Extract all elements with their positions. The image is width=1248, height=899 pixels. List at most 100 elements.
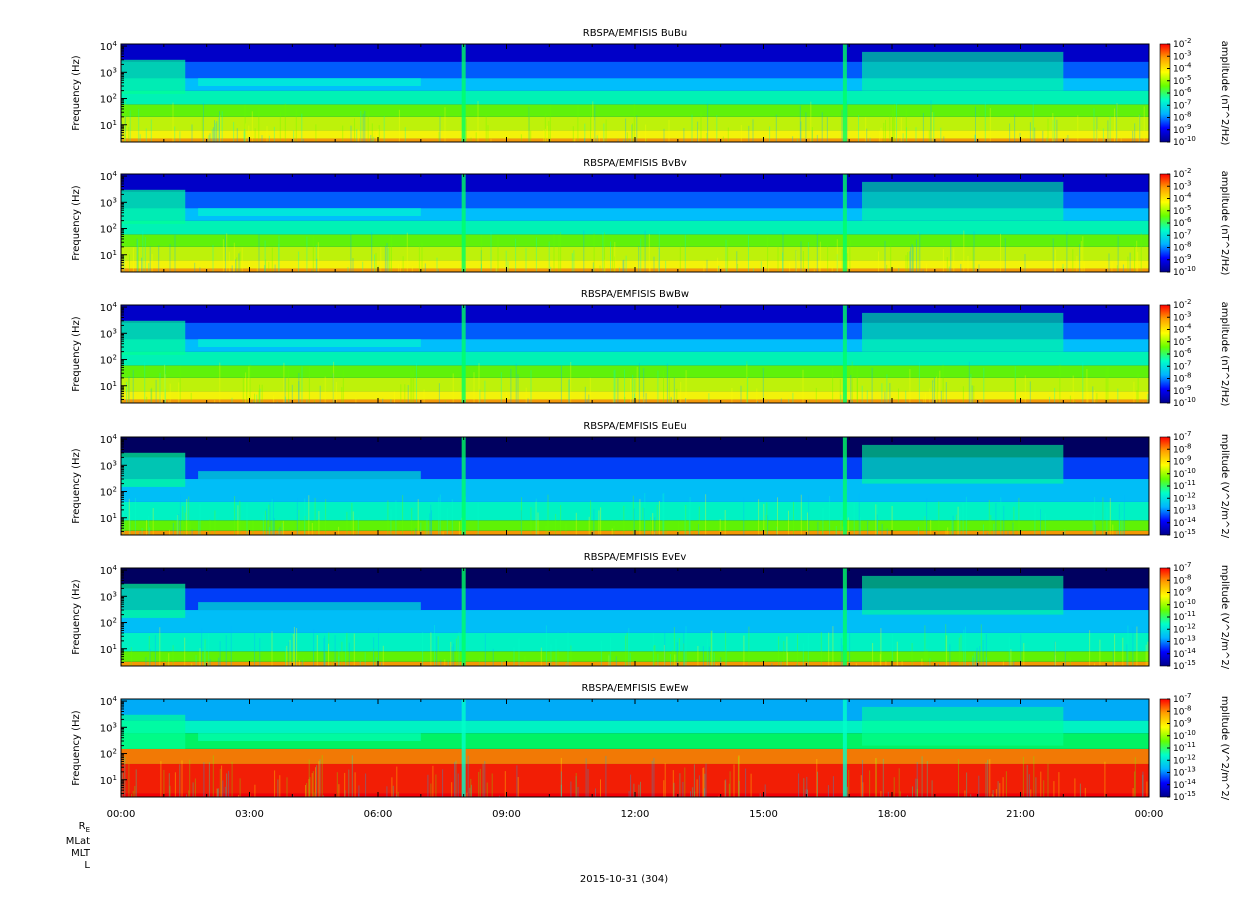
y-tick-label: 101 (100, 512, 117, 525)
colorbar-tick-label: 10-10 (1173, 598, 1196, 611)
y-tick-label: 102 (100, 354, 117, 367)
colorbar-tick-label: 10-6 (1173, 86, 1192, 99)
colorbar: 10-210-310-410-510-610-710-810-910-10 amp… (1159, 167, 1230, 278)
spectrogram-image (121, 174, 1149, 272)
time-tick-label: 00:00 (107, 809, 136, 820)
colorbar-tick-label: 10-12 (1173, 622, 1196, 635)
colorbar-tick-label: 10-10 (1173, 396, 1196, 409)
colorbar-label: amplitude (nT^2/Hz) (1219, 41, 1230, 146)
panel-3: RBSPA/EMFISIS BwBw 101 102 103 104 Frequency … (71, 289, 1230, 409)
y-tick-label: 102 (100, 486, 117, 499)
y-tick-label: 103 (100, 66, 117, 79)
colorbar: 10-710-810-910-1010-1110-1210-1310-1410-… (1159, 430, 1230, 541)
colorbar-tick-label: 10-2 (1173, 37, 1191, 50)
spectrogram-image (121, 568, 1149, 666)
panel-title: RBSPA/EMFISIS BwBw (581, 289, 689, 300)
colorbar: 10-210-310-410-510-610-710-810-910-10 amp… (1159, 37, 1230, 148)
colorbar-tick-label: 10-10 (1173, 135, 1196, 148)
time-tick-label: 12:00 (621, 809, 650, 820)
colorbar-label: mplitude (V^2/m^2/ (1219, 696, 1230, 801)
colorbar-tick-label: 10-9 (1173, 123, 1191, 136)
colorbar-tick-label: 10-14 (1173, 778, 1196, 791)
panel-title: RBSPA/EMFISIS EwEw (581, 683, 688, 694)
colorbar-tick-label: 10-7 (1173, 692, 1191, 705)
colorbar-tick-label: 10-15 (1173, 790, 1196, 803)
colorbar-tick-label: 10-11 (1173, 479, 1196, 492)
y-tick-label: 103 (100, 590, 117, 603)
colorbar-tick-label: 10-7 (1173, 228, 1191, 241)
colorbar-label: amplitude (nT^2/Hz) (1219, 302, 1230, 407)
spectrogram-image (121, 305, 1149, 403)
colorbar-tick-label: 10-10 (1173, 729, 1196, 742)
colorbar-tick-label: 10-8 (1173, 573, 1191, 586)
y-tick-label: 101 (100, 774, 117, 787)
y-tick-label: 104 (100, 40, 118, 53)
time-axis: 00:00 03:00 06:00 09:00 12:00 15:00 18:00 21:00… (107, 809, 1164, 820)
colorbar: 10-710-810-910-1010-1110-1210-1310-1410-… (1159, 692, 1230, 803)
panel-title: RBSPA/EMFISIS EuEu (583, 421, 686, 432)
ephemeris-label-mlat: MLat (65, 836, 90, 847)
colorbar-tick-label: 10-7 (1173, 98, 1191, 111)
colorbar-tick-label: 10-6 (1173, 216, 1192, 229)
panel-1: RBSPA/EMFISIS BuBu 101 102 103 104 Frequency … (71, 28, 1230, 148)
ephemeris-labels: RE MLat MLT L (40, 821, 90, 872)
colorbar-tick-label: 10-9 (1173, 253, 1191, 266)
colorbar-tick-label: 10-5 (1173, 204, 1191, 217)
colorbar-tick-label: 10-8 (1173, 704, 1191, 717)
colorbar-tick-label: 10-9 (1173, 717, 1191, 730)
y-tick-label: 101 (100, 119, 117, 132)
y-axis-label: Frequency (Hz) (71, 448, 82, 524)
colorbar-tick-label: 10-13 (1173, 504, 1196, 517)
spectrogram-image (121, 699, 1149, 797)
ephemeris-label-l: L (84, 860, 90, 871)
time-tick-label: 09:00 (492, 809, 521, 820)
y-tick-label: 103 (100, 721, 117, 734)
time-tick-label: 06:00 (364, 809, 393, 820)
time-tick-label: 03:00 (235, 809, 264, 820)
colorbar-tick-label: 10-8 (1173, 372, 1191, 385)
colorbar-tick-label: 10-14 (1173, 516, 1196, 529)
colorbar-tick-label: 10-10 (1173, 265, 1196, 278)
panel-6: RBSPA/EMFISIS EwEw 101 102 103 104 Frequency … (71, 683, 1230, 803)
colorbar-tick-label: 10-8 (1173, 111, 1191, 124)
spectrogram-image (121, 437, 1150, 535)
y-tick-label: 104 (100, 433, 118, 446)
colorbar-tick-label: 10-7 (1173, 561, 1191, 574)
colorbar: 10-710-810-910-1010-1110-1210-1310-1410-… (1159, 561, 1230, 672)
y-tick-label: 101 (100, 249, 117, 262)
colorbar-tick-label: 10-14 (1173, 647, 1196, 660)
colorbar-tick-label: 10-11 (1173, 741, 1196, 754)
panel-title: RBSPA/EMFISIS BvBv (583, 158, 687, 169)
ephemeris-label-re: RE (78, 821, 90, 834)
y-tick-label: 102 (100, 617, 117, 630)
colorbar-tick-label: 10-12 (1173, 753, 1196, 766)
date-label: 2015-10-31 (304) (579, 874, 669, 885)
y-tick-label: 103 (100, 459, 117, 472)
time-tick-label: 21:00 (1006, 809, 1035, 820)
y-tick-label: 103 (100, 196, 117, 209)
colorbar-tick-label: 10-2 (1173, 298, 1191, 311)
colorbar-tick-label: 10-4 (1173, 192, 1192, 205)
time-tick-label: 15:00 (749, 809, 778, 820)
colorbar-tick-label: 10-7 (1173, 359, 1191, 372)
panel-title: RBSPA/EMFISIS EvEv (584, 552, 687, 563)
colorbar-tick-label: 10-8 (1173, 442, 1191, 455)
y-tick-label: 102 (100, 223, 117, 236)
y-axis-label: Frequency (Hz) (71, 579, 82, 655)
panel-title: RBSPA/EMFISIS BuBu (583, 28, 687, 39)
colorbar-tick-label: 10-15 (1173, 659, 1196, 672)
colorbar-tick-label: 10-10 (1173, 467, 1196, 480)
colorbar-tick-label: 10-4 (1173, 62, 1192, 75)
y-tick-label: 104 (100, 301, 118, 314)
colorbar-tick-label: 10-5 (1173, 74, 1191, 87)
ephemeris-label-mlt: MLT (71, 848, 90, 859)
colorbar-tick-label: 10-11 (1173, 610, 1196, 623)
y-tick-label: 101 (100, 380, 117, 393)
y-axis-label: Frequency (Hz) (71, 710, 82, 786)
y-tick-label: 103 (100, 327, 117, 340)
colorbar-tick-label: 10-9 (1173, 384, 1191, 397)
colorbar-tick-label: 10-3 (1173, 49, 1191, 62)
y-tick-label: 102 (100, 748, 117, 761)
colorbar-label: mplitude (V^2/m^2/ (1219, 565, 1230, 670)
colorbar-tick-label: 10-4 (1173, 323, 1192, 336)
